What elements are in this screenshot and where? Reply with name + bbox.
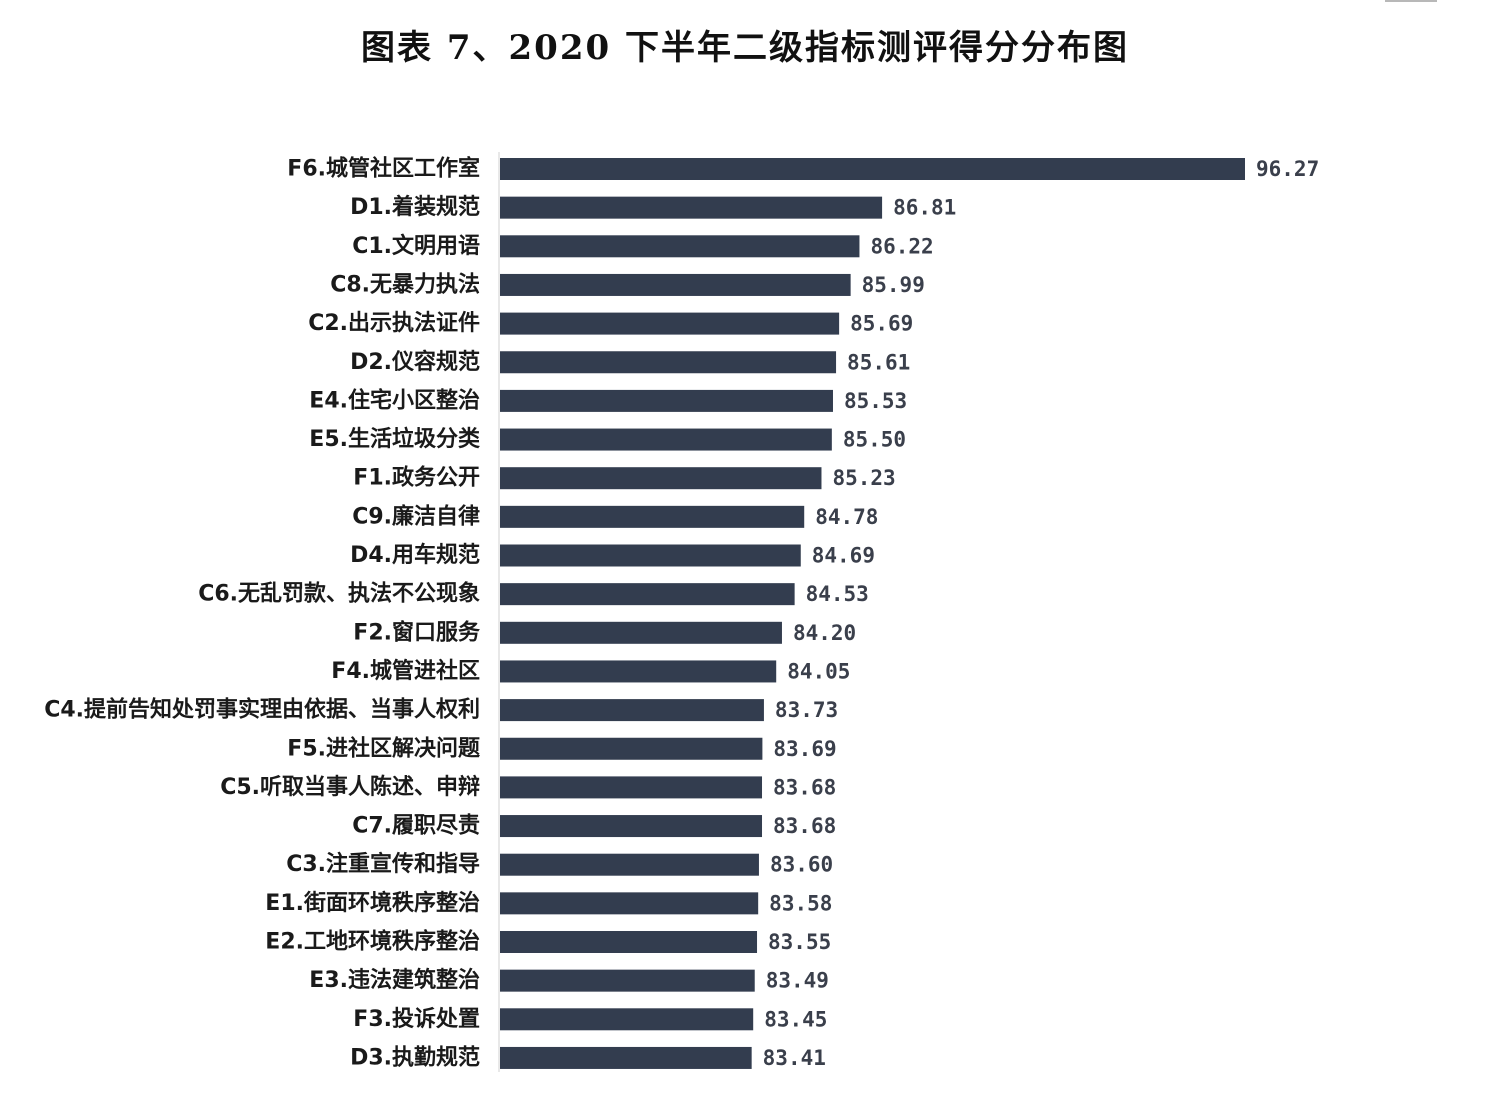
- value-label: 85.61: [847, 350, 910, 374]
- value-label: 83.60: [770, 853, 833, 877]
- category-label: F3.投诉处置: [353, 1006, 480, 1032]
- value-label: 85.99: [862, 273, 925, 297]
- bar: [500, 505, 805, 528]
- category-label: C7.履职尽责: [352, 813, 480, 839]
- bar: [500, 273, 851, 296]
- category-label: D3.执勤规范: [350, 1044, 480, 1070]
- bar: [500, 235, 860, 258]
- category-label: C9.廉洁自律: [352, 503, 480, 529]
- category-label: C5.听取当事人陈述、申辩: [220, 774, 480, 800]
- bar: [500, 158, 1245, 180]
- category-label: D4.用车规范: [350, 542, 480, 568]
- category-label: C3.注重宣传和指导: [286, 851, 480, 877]
- value-label: 85.53: [844, 389, 907, 413]
- value-label: 83.41: [763, 1046, 826, 1070]
- category-label: C1.文明用语: [352, 233, 480, 259]
- bar: [500, 892, 759, 915]
- top-edge-rule: [1385, 0, 1437, 2]
- value-label: 96.27: [1256, 157, 1319, 181]
- bar: [500, 583, 795, 606]
- value-label: 83.68: [773, 814, 836, 838]
- category-label: E3.违法建筑整治: [309, 967, 480, 993]
- bar: [500, 196, 883, 219]
- bar: [500, 389, 833, 412]
- value-label: 83.55: [768, 930, 831, 954]
- bar: [500, 544, 801, 567]
- value-label: 83.49: [766, 969, 829, 993]
- value-label: 84.05: [787, 659, 850, 683]
- bar: [500, 1046, 752, 1069]
- bar: [500, 660, 777, 683]
- value-label: 85.50: [843, 428, 906, 452]
- bar: [500, 351, 837, 374]
- value-label: 85.69: [850, 312, 913, 336]
- value-label: 86.22: [870, 234, 933, 258]
- bar: [500, 969, 755, 992]
- bar: [500, 737, 763, 760]
- value-label: 83.45: [764, 1007, 827, 1031]
- value-label: 83.58: [769, 891, 832, 915]
- category-label: F1.政务公开: [353, 465, 480, 491]
- value-label: 84.78: [815, 505, 878, 529]
- value-label: 86.81: [893, 196, 956, 220]
- category-label: C8.无暴力执法: [330, 272, 480, 297]
- bar: [500, 931, 758, 953]
- value-label: 84.69: [812, 544, 875, 568]
- category-label: F5.进社区解决问题: [287, 735, 481, 761]
- category-label: C2.出示执法证件: [308, 311, 480, 336]
- bar: [500, 776, 763, 799]
- bar: [500, 699, 764, 722]
- category-label: E5.生活垃圾分类: [309, 426, 481, 452]
- value-label: 83.68: [773, 775, 836, 799]
- bar: [500, 467, 822, 490]
- category-label: C4.提前告知处罚事实理由依据、当事人权利: [44, 697, 480, 723]
- bar: [500, 428, 832, 451]
- category-label: E2.工地环境秩序整治: [265, 929, 480, 955]
- value-label: 85.23: [832, 466, 895, 490]
- bar: [500, 1008, 754, 1031]
- category-label: D2.仪容规范: [350, 349, 480, 375]
- category-label: F2.窗口服务: [353, 619, 481, 645]
- category-label: D1.着装规范: [350, 194, 480, 220]
- category-label: F4.城管进社区: [331, 658, 480, 684]
- value-label: 83.69: [773, 737, 836, 761]
- category-label: F6.城管社区工作室: [287, 156, 480, 182]
- bar: [500, 621, 782, 644]
- bar: [500, 312, 840, 335]
- bar: [500, 815, 763, 838]
- bars-group: F6.城管社区工作室 96.27 D1.着装规范 86.81 C1.文明用语 86.22 C…: [44, 156, 1319, 1071]
- category-label: E4.住宅小区整治: [309, 387, 480, 413]
- bar: [500, 853, 759, 876]
- value-label: 83.73: [775, 698, 838, 722]
- category-label: E1.街面环境秩序整治: [265, 890, 480, 916]
- value-label: 84.20: [793, 621, 856, 645]
- category-label: C6.无乱罚款、执法不公现象: [198, 581, 480, 607]
- chart-title: 图表 7、2020 下半年二级指标测评得分分布图: [361, 28, 1129, 68]
- value-label: 84.53: [806, 582, 869, 606]
